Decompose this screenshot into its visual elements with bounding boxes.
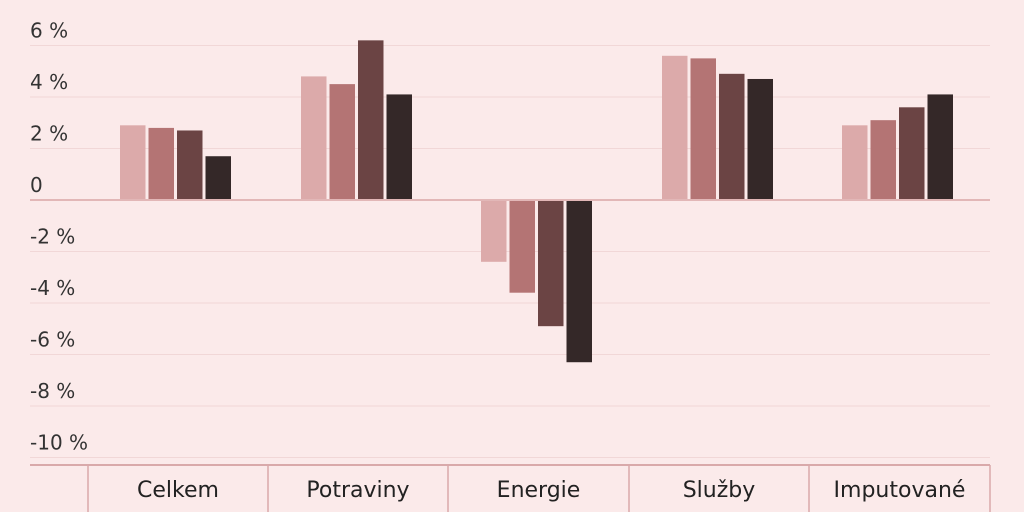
bar-služby-s4 <box>747 78 773 200</box>
y-tick-label: 2 % <box>30 122 68 146</box>
bar-energie-s1 <box>481 200 507 262</box>
bar-imputované-s3 <box>899 107 925 200</box>
bar-celkem-s1 <box>120 125 146 200</box>
y-tick-label: -6 % <box>30 328 75 352</box>
bar-imputované-s4 <box>927 94 953 200</box>
bar-služby-s3 <box>719 73 745 200</box>
bar-imputované-s1 <box>842 125 868 200</box>
category-label: Imputované <box>834 478 966 503</box>
y-axis-ticks: 6 % 4 % 2 % 0 -2 % -4 % -6 % -8 % -10 % <box>30 19 88 455</box>
category-label: Potraviny <box>306 478 409 503</box>
category-label: Energie <box>497 478 581 503</box>
bar-energie-s2 <box>509 200 535 293</box>
y-tick-label: -4 % <box>30 276 75 300</box>
bar-potraviny-s2 <box>329 84 355 200</box>
bar-potraviny-s4 <box>386 94 412 200</box>
bar-potraviny-s3 <box>358 40 384 200</box>
bar-služby-s2 <box>690 58 716 200</box>
category-label: Služby <box>683 478 756 503</box>
bar-potraviny-s1 <box>301 76 327 200</box>
bars <box>120 40 953 363</box>
bar-celkem-s2 <box>148 127 174 200</box>
category-label: Celkem <box>137 478 219 503</box>
bar-imputované-s2 <box>870 120 896 200</box>
y-tick-label: 6 % <box>30 19 68 43</box>
bar-služby-s1 <box>662 55 688 200</box>
y-tick-label: -2 % <box>30 225 75 249</box>
y-tick-label: -10 % <box>30 431 88 455</box>
y-tick-label: -8 % <box>30 379 75 403</box>
y-tick-label: 4 % <box>30 70 68 94</box>
bar-celkem-s3 <box>177 130 203 200</box>
category-table: Celkem Potraviny Energie Služby Imputované <box>30 464 991 512</box>
bar-energie-s4 <box>566 200 592 363</box>
y-tick-label: 0 <box>30 173 43 197</box>
bar-celkem-s4 <box>205 156 231 200</box>
bar-energie-s3 <box>538 200 564 327</box>
